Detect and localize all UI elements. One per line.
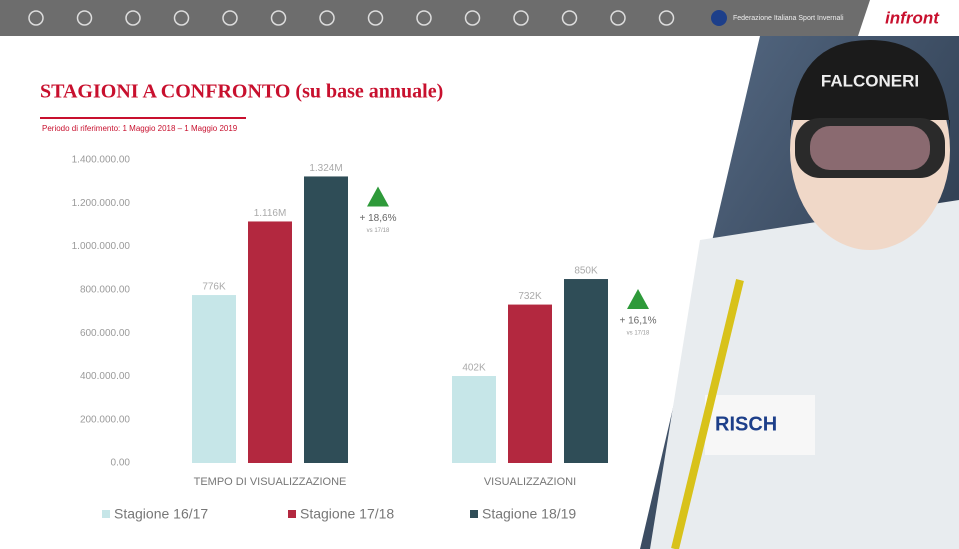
photo-bib-text: RISCH	[715, 413, 777, 435]
y-tick-label: 0.00	[111, 458, 131, 469]
legend-swatch	[470, 510, 478, 518]
photo-goggle-lens	[810, 126, 930, 170]
bar	[248, 221, 292, 463]
brand-logo: infront	[885, 8, 940, 27]
x-tick-label: VISUALIZZAZIONI	[484, 476, 576, 488]
slide: RISCH FALCONERI Federazione Italiana Spo…	[0, 0, 959, 549]
legend-label: Stagione 16/17	[114, 506, 208, 522]
value-label: 732K	[518, 291, 542, 302]
annotation: + 16,1%	[620, 316, 657, 327]
bar	[192, 295, 236, 463]
x-tick-label: TEMPO DI VISUALIZZAZIONE	[194, 476, 347, 488]
bar	[508, 305, 552, 463]
y-tick-label: 1.400.000.00	[72, 155, 131, 166]
annotation: + 18,6%	[360, 213, 397, 224]
y-tick-label: 1.000.000.00	[72, 241, 131, 252]
value-label: 1.116M	[254, 208, 287, 219]
value-label: 776K	[202, 282, 226, 293]
value-label: 1.324M	[309, 163, 342, 174]
y-tick-label: 400.000.00	[80, 371, 130, 382]
legend-label: Stagione 18/19	[482, 506, 576, 522]
annotation-note: vs 17/18	[627, 331, 650, 337]
bar	[564, 279, 608, 463]
federation-name: Federazione Italiana Sport Invernali	[733, 15, 844, 22]
bar	[452, 376, 496, 463]
y-tick-label: 1.200.000.00	[72, 198, 131, 209]
y-tick-label: 800.000.00	[80, 284, 130, 295]
chart-title: STAGIONI A CONFRONTO (su base annuale)	[40, 81, 443, 103]
y-tick-label: 200.000.00	[80, 414, 130, 425]
value-label: 850K	[574, 266, 598, 277]
annotation-note: vs 17/18	[367, 228, 390, 234]
legend-swatch	[102, 510, 110, 518]
chart-subtitle: Periodo di riferimento: 1 Maggio 2018 – …	[42, 124, 238, 133]
value-label: 402K	[462, 363, 486, 374]
legend-swatch	[288, 510, 296, 518]
y-tick-label: 600.000.00	[80, 328, 130, 339]
photo-helmet-text: FALCONERI	[821, 71, 919, 90]
federation-logo	[711, 10, 727, 26]
legend-label: Stagione 17/18	[300, 506, 394, 522]
bar	[304, 176, 348, 463]
